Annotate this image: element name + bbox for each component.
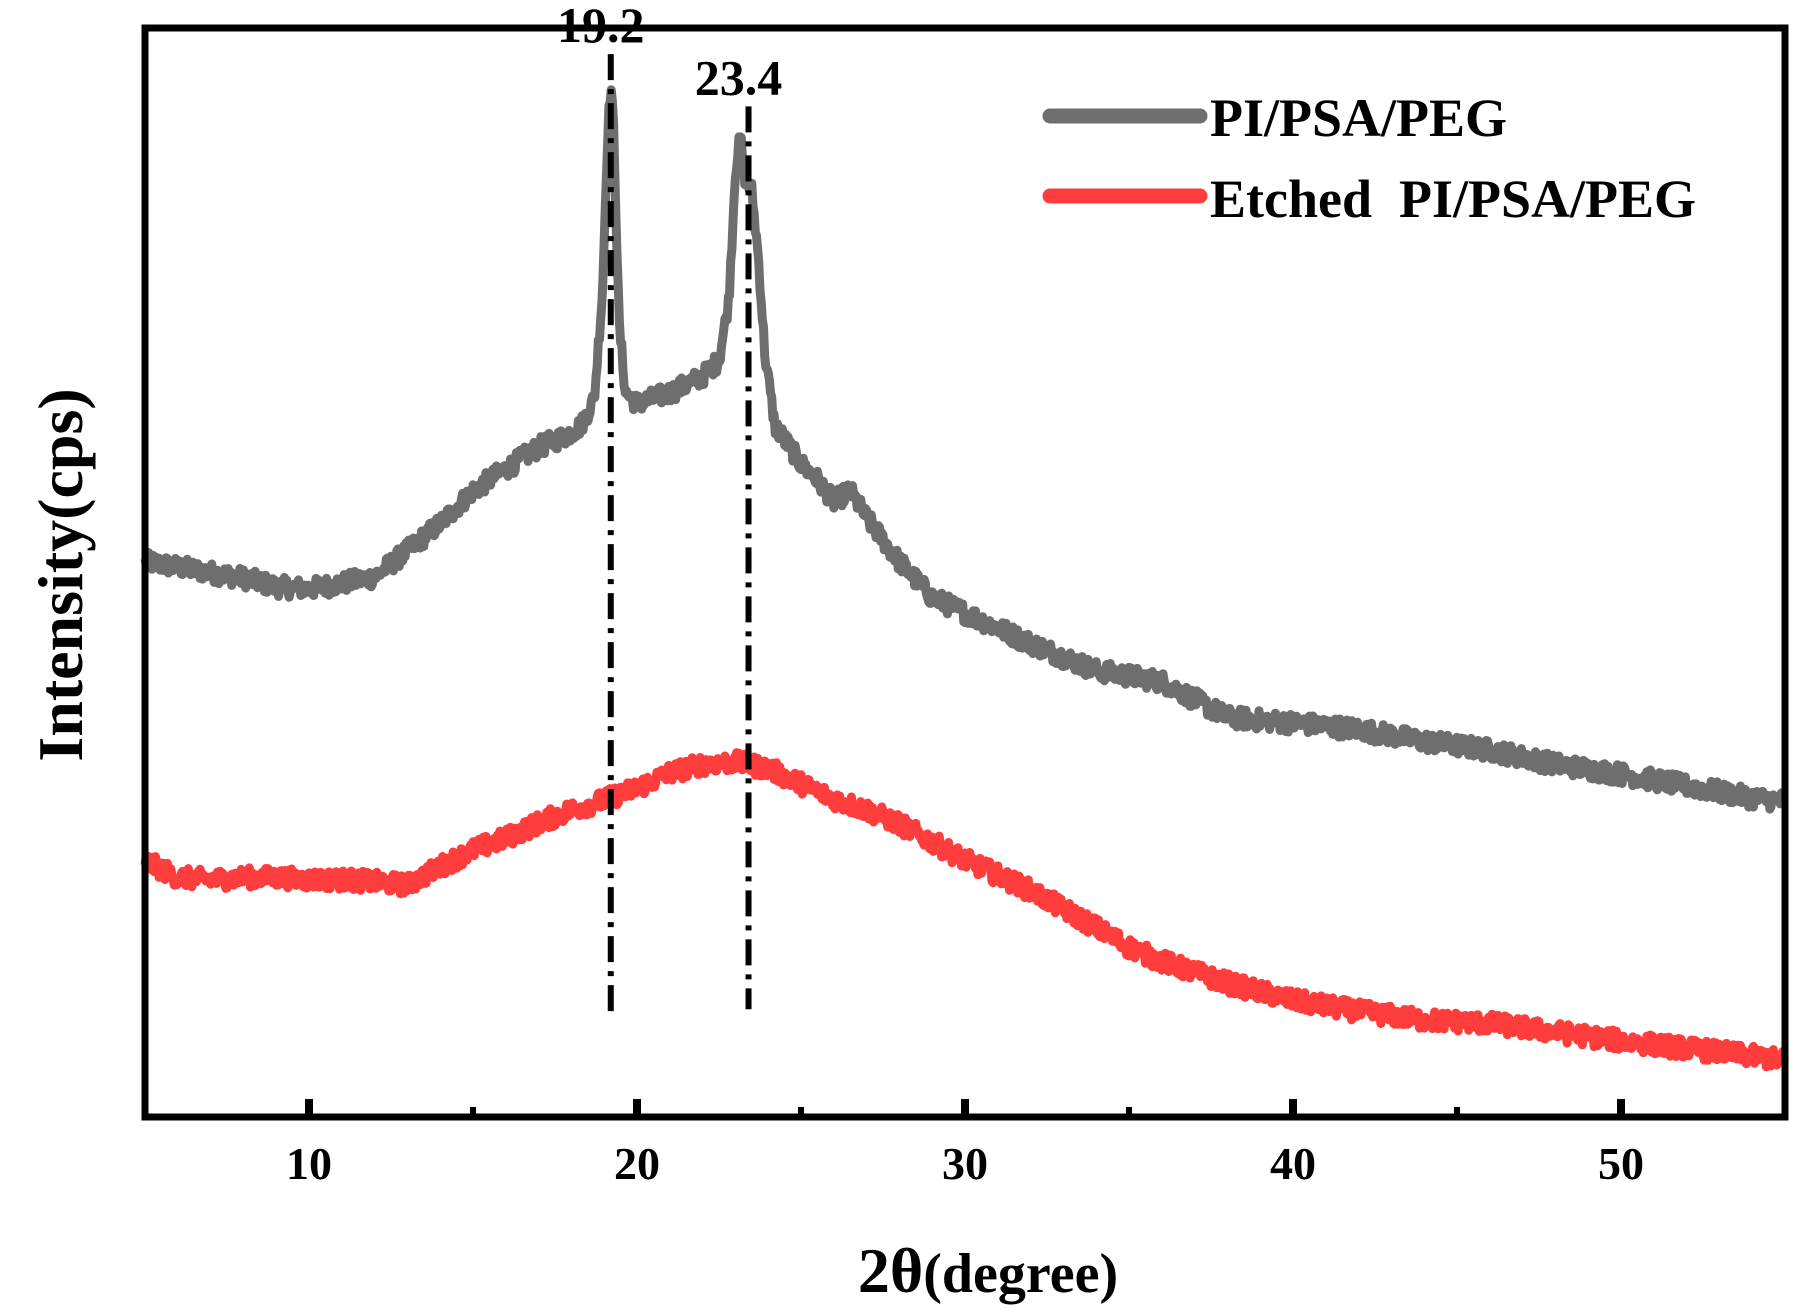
series-line-pi-psa-peg: [140, 85, 1789, 814]
x-axis-tick-labels: 10 20 30 40 50: [286, 1138, 1644, 1189]
x-tick-label-50: 50: [1598, 1138, 1644, 1189]
series-layer: [140, 85, 1789, 1072]
legend: PI/PSA/PEG Etched PI/PSA/PEG: [1042, 88, 1696, 229]
series-line-etched-pi-psa-peg: [140, 748, 1789, 1072]
x-axis-title-unit: (degree): [923, 1243, 1118, 1305]
x-tick-label-10: 10: [286, 1138, 332, 1189]
x-axis-title-main: 2θ: [858, 1235, 923, 1306]
x-tick-label-30: 30: [942, 1138, 988, 1189]
x-tick-label-40: 40: [1270, 1138, 1316, 1189]
x-axis-title: 2θ(degree): [858, 1235, 1118, 1306]
x-tick-label-20: 20: [614, 1138, 660, 1189]
y-axis-title: Intensity(cps): [25, 388, 96, 761]
legend-label-etched: Etched PI/PSA/PEG: [1210, 169, 1696, 229]
peak-label-23-4: 23.4: [695, 49, 783, 105]
x-axis-ticks: [305, 1099, 1625, 1117]
reference-lines: 19.223.4: [557, 0, 782, 1019]
legend-label-pi-psa-peg: PI/PSA/PEG: [1210, 88, 1507, 148]
